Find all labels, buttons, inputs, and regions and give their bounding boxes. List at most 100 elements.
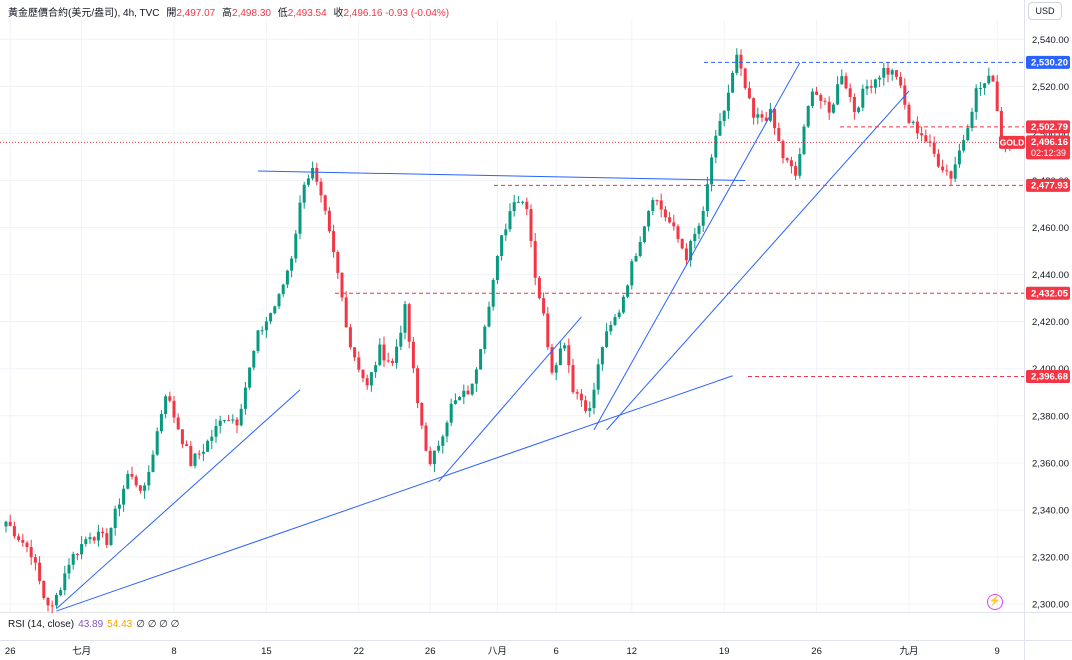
high-value: 2,498.30 [232,8,271,19]
candle-down [680,238,684,249]
candle-down [684,248,688,261]
candle-down [168,396,172,401]
candle-down [46,597,50,606]
candle-down [50,605,54,607]
candle-down [844,76,848,89]
x-tick-label: 22 [354,646,365,657]
x-tick-label: 15 [261,646,272,657]
candle-up [756,114,760,118]
candle-down [794,166,798,176]
candle-up [840,76,844,85]
candle-down [907,104,911,123]
candle-up [861,88,865,108]
rsi-legend[interactable]: RSI (14, close) 43.89 54.43 ∅ ∅ ∅ ∅ [8,619,179,630]
candle-up [298,202,302,234]
candle-down [764,117,768,121]
candle-up [735,54,739,73]
candle-up [117,504,121,509]
candle-down [323,195,327,211]
candle-down [25,542,29,548]
y-tick-label: 2,500.00 [1032,129,1069,140]
candle-up [143,485,147,491]
candle-up [831,104,835,113]
candle-down [579,393,583,401]
symbol-name[interactable]: 黃金歷價合約(美元/盎司) [8,8,118,19]
y-tick-label: 2,380.00 [1032,411,1069,422]
candle-up [710,157,714,185]
low-label: 低 [277,8,288,19]
candle-down [823,100,827,102]
candle-down [180,429,184,445]
candle-down [584,400,588,411]
candle-up [269,313,273,322]
candle-up [605,331,609,348]
candle-up [285,270,289,285]
candle-down [319,181,323,196]
candle-up [798,154,802,176]
candle-down [29,547,33,558]
candle-up [63,573,67,591]
candle-up [508,211,512,230]
price-tag-label: 2,502.79 [1031,122,1068,133]
candle-up [500,235,504,256]
candle-up [495,255,499,281]
interval-label[interactable]: 4h [123,8,135,19]
candle-up [290,258,294,271]
symbol-tag-label: GOLD [1000,138,1025,148]
candle-up [970,111,974,128]
candle-down [668,217,672,223]
candle-up [193,453,197,466]
x-tick-label: 八月 [488,646,507,657]
candle-up [974,88,978,112]
candle-up [731,72,735,93]
candle-down [785,158,789,161]
candle-up [962,140,966,151]
candle-up [596,364,600,390]
candle-down [894,70,898,77]
candle-up [201,451,205,454]
candle-up [651,200,655,212]
candle-down [936,153,940,167]
candle-up [563,345,567,349]
candle-up [155,431,159,455]
candle-down [676,226,680,239]
candle-up [210,436,214,441]
candle-up [147,471,151,486]
candle-down [176,417,180,430]
candle-down [542,298,546,314]
x-tick-label: 19 [719,646,730,657]
candle-down [42,580,46,598]
y-tick-label: 2,340.00 [1032,505,1069,516]
symbol-tag [999,135,1025,149]
candle-down [138,485,142,491]
candle-down [848,88,852,97]
candle-up [260,330,264,332]
y-tick-label: 2,520.00 [1032,82,1069,93]
candle-up [395,346,399,363]
trendline [257,170,746,181]
currency-button[interactable]: USD [1028,2,1062,20]
candle-up [378,344,382,366]
candle-up [693,233,697,242]
candle-up [474,369,478,384]
trendline [56,389,301,610]
candle-up [59,590,63,596]
candle-up [836,84,840,105]
candle-up [239,408,243,426]
candle-up [647,211,651,227]
candle-down [92,537,96,541]
candle-down [424,425,428,451]
source-label: TVC [139,8,160,19]
candle-down [924,135,928,142]
candle-up [4,521,8,527]
candle-down [416,368,420,403]
candle-up [231,419,235,421]
candle-up [159,413,163,432]
candle-up [369,372,373,386]
lightning-icon[interactable]: ⚡ [987,594,1003,610]
x-tick-label: 9 [995,646,1000,657]
candle-up [374,365,378,373]
candle-down [941,166,945,171]
candle-up [84,539,88,544]
